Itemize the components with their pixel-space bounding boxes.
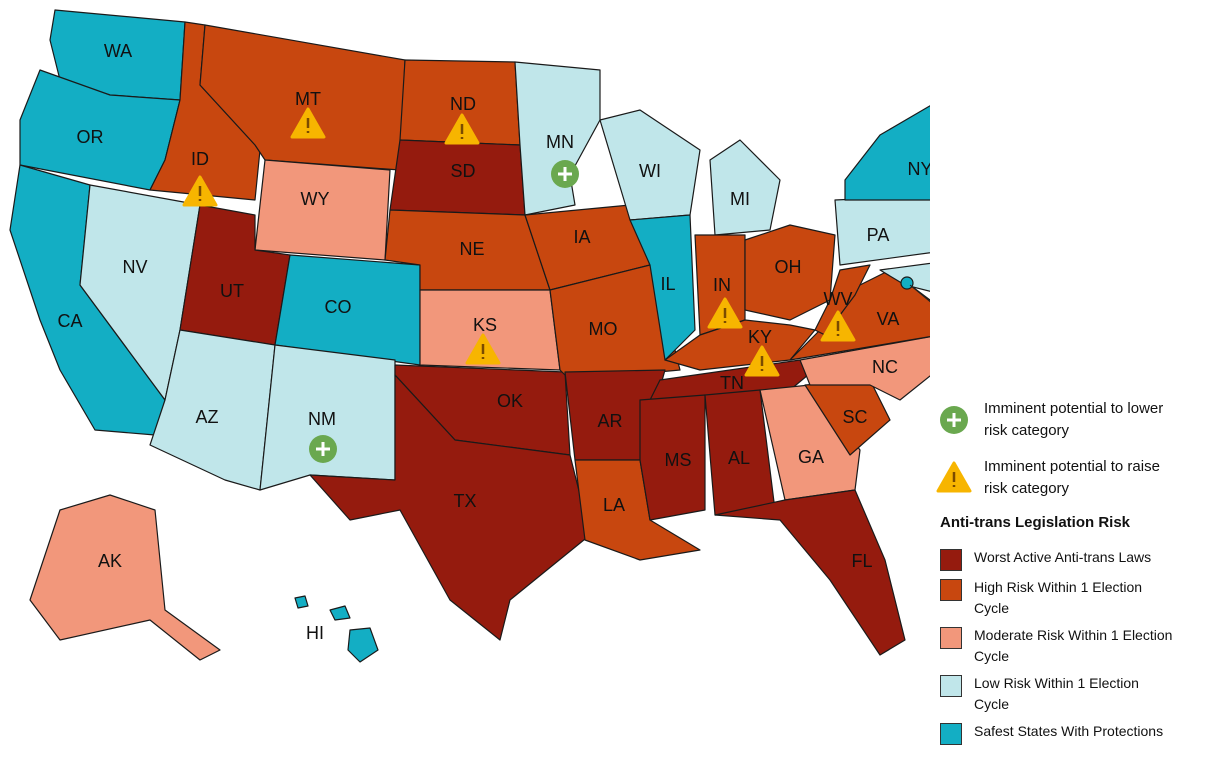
state-shape bbox=[294, 595, 309, 609]
state-label: WY bbox=[301, 189, 330, 209]
icon-legend-item: Imminent potential to lower risk categor… bbox=[936, 398, 1206, 442]
legend-item: Moderate Risk Within 1 Election Cycle bbox=[936, 625, 1206, 667]
state-label: MN bbox=[546, 132, 574, 152]
state-label: KY bbox=[748, 327, 772, 347]
state-label: TN bbox=[720, 373, 744, 393]
legend-item: Safest States With Protections bbox=[936, 721, 1206, 745]
state-label: IN bbox=[713, 275, 731, 295]
legend-label: Safest States With Protections bbox=[974, 723, 1164, 739]
legend-label: High Risk Within 1 Election Cycle bbox=[974, 579, 1143, 616]
state-label: NV bbox=[122, 257, 147, 277]
plus-sign bbox=[316, 442, 330, 456]
state-label: ID bbox=[191, 149, 209, 169]
state-label: TX bbox=[453, 491, 476, 511]
state-shape bbox=[29, 494, 221, 661]
icon-legend-symbol bbox=[936, 461, 972, 493]
icon-legend-symbol bbox=[940, 406, 968, 434]
legend-item: High Risk Within 1 Election Cycle bbox=[936, 577, 1206, 619]
icon-legend-label: Imminent potential to lower risk categor… bbox=[984, 400, 1164, 439]
state-label: PA bbox=[867, 225, 890, 245]
state-label: MO bbox=[589, 319, 618, 339]
legend-swatch bbox=[940, 579, 962, 601]
state-label: UT bbox=[220, 281, 244, 301]
state-shape bbox=[799, 336, 930, 401]
state-shape bbox=[309, 374, 591, 641]
state-shape bbox=[329, 605, 351, 621]
state-label: OR bbox=[77, 127, 104, 147]
state-label: SC bbox=[842, 407, 867, 427]
state-label: VA bbox=[877, 309, 900, 329]
icon-legend-label: Imminent potential to raise risk categor… bbox=[984, 458, 1160, 497]
legend-label: Moderate Risk Within 1 Election Cycle bbox=[974, 627, 1173, 664]
state-label: HI bbox=[306, 623, 324, 643]
state-shape bbox=[844, 105, 930, 201]
state-label: NM bbox=[308, 409, 336, 429]
state-label: OH bbox=[775, 257, 802, 277]
legend-swatch bbox=[940, 549, 962, 571]
state-shape bbox=[254, 159, 391, 261]
state-label: LA bbox=[603, 495, 625, 515]
state-label: CA bbox=[57, 311, 82, 331]
leader-line bbox=[909, 284, 930, 303]
state-label: AZ bbox=[195, 407, 218, 427]
state-label: MT bbox=[295, 89, 321, 109]
state-shape bbox=[664, 319, 816, 371]
state-label: NY bbox=[907, 159, 930, 179]
legend-title: Anti-trans Legislation Risk bbox=[940, 514, 1131, 531]
legend-label: Worst Active Anti-trans Laws bbox=[974, 549, 1152, 565]
plus-sign bbox=[947, 413, 961, 427]
state-label: NE bbox=[459, 239, 484, 259]
state-label: MS bbox=[665, 450, 692, 470]
state-label: IL bbox=[660, 274, 675, 294]
state-label: KS bbox=[473, 315, 497, 335]
legend-swatch bbox=[940, 675, 962, 697]
state-label: SD bbox=[450, 161, 475, 181]
legend: Imminent potential to lower risk categor… bbox=[936, 398, 1206, 751]
state-shape bbox=[900, 276, 914, 290]
state-shape bbox=[639, 394, 706, 521]
state-label: WV bbox=[824, 289, 853, 309]
state-label: IA bbox=[573, 227, 590, 247]
state-label: CO bbox=[325, 297, 352, 317]
state-label: GA bbox=[798, 447, 824, 467]
icon-legend-item: Imminent potential to raise risk categor… bbox=[936, 456, 1206, 500]
us-map: WA OR CA NV ID MT WY UT CO AZ NM ND SD NE KS OK TX MN IA MO… bbox=[9, 9, 930, 663]
state-label: OK bbox=[497, 391, 523, 411]
legend-swatch bbox=[940, 627, 962, 649]
state-label: AR bbox=[597, 411, 622, 431]
state-shape bbox=[514, 61, 601, 216]
state-label: WI bbox=[639, 161, 661, 181]
state-label: AL bbox=[728, 448, 750, 468]
legend-label: Low Risk Within 1 Election Cycle bbox=[974, 675, 1139, 712]
state-shape bbox=[347, 627, 379, 663]
legend-swatch bbox=[940, 723, 962, 745]
state-label: ND bbox=[450, 94, 476, 114]
legend-item: Worst Active Anti-trans Laws bbox=[936, 547, 1206, 571]
state-label: AK bbox=[98, 551, 122, 571]
plus-sign bbox=[558, 167, 572, 181]
state-label: WA bbox=[104, 41, 132, 61]
state-label: FL bbox=[851, 551, 872, 571]
state-shape bbox=[759, 384, 861, 501]
state-label: NC bbox=[872, 357, 898, 377]
state-shape bbox=[599, 109, 701, 221]
legend-item: Low Risk Within 1 Election Cycle bbox=[936, 673, 1206, 715]
state-shape bbox=[714, 489, 906, 656]
state-shape bbox=[629, 214, 696, 361]
state-shape bbox=[814, 264, 871, 336]
state-shape bbox=[709, 139, 781, 236]
state-label: MI bbox=[730, 189, 750, 209]
